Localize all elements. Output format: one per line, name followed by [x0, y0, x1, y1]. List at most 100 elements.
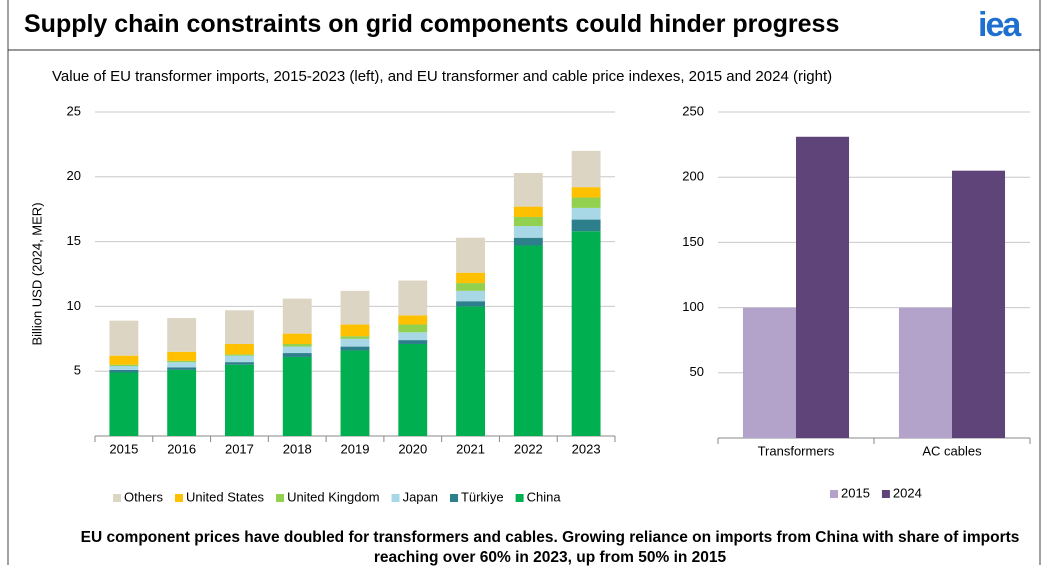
- bar-segment: [109, 320, 139, 356]
- bar-segment: [571, 219, 601, 232]
- legend-swatch: [449, 494, 458, 502]
- x-tick-label: 2018: [283, 441, 312, 456]
- y-tick-label: 15: [67, 233, 81, 248]
- bar-segment: [513, 216, 543, 227]
- x-tick-label: Transformers: [758, 443, 835, 458]
- bar: [952, 170, 1006, 438]
- legend-label: United States: [186, 489, 265, 504]
- bar-segment: [398, 315, 428, 325]
- bar-segment: [282, 298, 312, 334]
- bar-segment: [456, 283, 485, 291]
- legend-swatch: [830, 490, 838, 498]
- caption: EU component prices have doubled for tra…: [80, 529, 1020, 566]
- bar-segment: [340, 350, 370, 436]
- slide-title: Supply chain constraints on grid compone…: [24, 10, 840, 38]
- x-tick-label: 2017: [225, 441, 254, 456]
- legend-label: Others: [124, 489, 164, 504]
- legend-swatch: [113, 494, 121, 502]
- bar: [796, 136, 850, 438]
- x-tick-label: 2016: [167, 441, 196, 456]
- bar-segment: [109, 366, 139, 370]
- legend-swatch: [881, 490, 890, 498]
- bar-segment: [167, 351, 197, 361]
- logo: iea: [978, 6, 1021, 44]
- bar-segment: [340, 336, 370, 339]
- bar-segment: [340, 338, 370, 347]
- bar-segment: [571, 150, 601, 188]
- bar-segment: [398, 340, 428, 344]
- bar-segment: [398, 332, 428, 341]
- bar-segment: [513, 226, 543, 238]
- x-tick-label: 2015: [109, 441, 138, 456]
- y-tick-label: 150: [682, 234, 704, 249]
- bar-segment: [513, 172, 543, 207]
- y-tick-label: 250: [682, 103, 704, 118]
- legend-label: United Kingdom: [287, 489, 380, 504]
- bar-segment: [571, 187, 601, 198]
- bar-segment: [282, 353, 312, 357]
- bar-segment: [225, 343, 254, 355]
- bar-segment: [167, 367, 197, 370]
- bar-segment: [456, 301, 485, 307]
- legend-label: 2015: [841, 485, 870, 500]
- subtitle: Value of EU transformer imports, 2015-20…: [52, 68, 833, 85]
- bar-segment: [340, 290, 370, 325]
- legend-label: China: [527, 489, 562, 504]
- bar-segment: [282, 356, 312, 436]
- bar-segment: [167, 360, 197, 363]
- bar-segment: [513, 245, 543, 436]
- x-tick-label: 2022: [514, 441, 543, 456]
- y-tick-label: 10: [67, 298, 81, 313]
- legend-label: Türkiye: [461, 489, 504, 504]
- x-tick-label: 2023: [572, 441, 601, 456]
- bar-segment: [398, 280, 428, 316]
- legend-swatch: [515, 494, 524, 502]
- y-axis-label: Billion USD (2024, MER): [29, 202, 44, 345]
- bar-segment: [109, 364, 139, 367]
- bar-segment: [282, 346, 312, 354]
- bar-segment: [513, 237, 543, 246]
- bar-segment: [340, 346, 370, 351]
- bar-segment: [398, 324, 428, 333]
- y-tick-label: 100: [682, 299, 704, 314]
- bar-segment: [167, 318, 197, 352]
- bar-segment: [340, 324, 370, 337]
- bar-segment: [225, 310, 254, 344]
- legend-swatch: [175, 494, 184, 502]
- legend-label: Japan: [403, 489, 438, 504]
- legend-swatch: [391, 494, 400, 502]
- bar-segment: [571, 207, 601, 220]
- bar-segment: [456, 290, 485, 302]
- bar-segment: [109, 369, 139, 373]
- bar-segment: [225, 354, 254, 356]
- bar: [898, 307, 952, 438]
- bar-segment: [282, 343, 312, 347]
- x-tick-label: 2019: [341, 441, 370, 456]
- y-tick-label: 5: [74, 363, 81, 378]
- y-tick-label: 20: [67, 168, 81, 183]
- x-tick-label: AC cables: [922, 443, 982, 458]
- bar-segment: [456, 237, 485, 273]
- bar-segment: [225, 355, 254, 363]
- bar-segment: [167, 362, 197, 368]
- bar-segment: [225, 362, 254, 365]
- x-tick-label: 2020: [398, 441, 427, 456]
- bar-segment: [282, 333, 312, 344]
- y-tick-label: 25: [67, 103, 81, 118]
- bar-segment: [109, 355, 139, 365]
- bar-segment: [167, 369, 197, 436]
- bar-segment: [456, 272, 485, 284]
- y-tick-label: 50: [690, 364, 704, 379]
- y-tick-label: 200: [682, 169, 704, 184]
- bar-segment: [225, 364, 254, 436]
- legend-swatch: [276, 494, 285, 502]
- bar: [742, 307, 796, 438]
- x-tick-label: 2021: [456, 441, 485, 456]
- bar-segment: [571, 197, 601, 208]
- bar-segment: [109, 372, 139, 436]
- legend-label: 2024: [893, 485, 922, 500]
- bar-segment: [398, 343, 428, 436]
- bar-segment: [456, 306, 485, 436]
